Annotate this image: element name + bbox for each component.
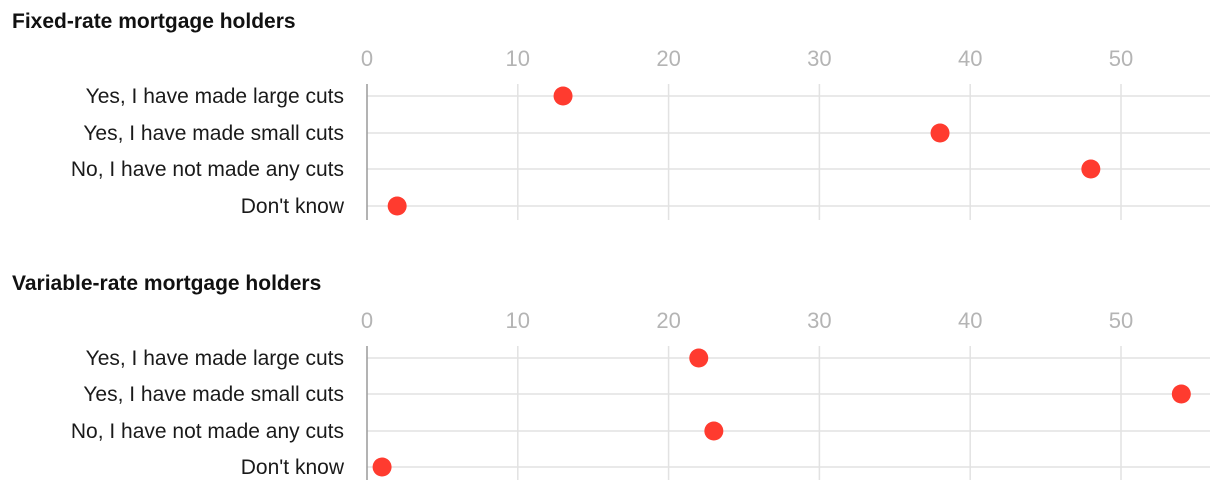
category-label: Don't know bbox=[241, 456, 345, 479]
category-label: Don't know bbox=[241, 195, 345, 218]
chart-title: Variable-rate mortgage holders bbox=[12, 272, 321, 295]
x-tick-label: 30 bbox=[807, 46, 831, 71]
x-tick-label: 10 bbox=[506, 308, 530, 333]
data-point bbox=[930, 123, 950, 143]
x-tick-label: 0 bbox=[361, 308, 373, 333]
data-point bbox=[372, 457, 392, 477]
data-point bbox=[387, 196, 407, 216]
x-tick-label: 0 bbox=[361, 46, 373, 71]
x-tick-label: 40 bbox=[958, 46, 982, 71]
data-point bbox=[704, 421, 724, 441]
x-tick-label: 30 bbox=[807, 308, 831, 333]
category-label: Yes, I have made small cuts bbox=[83, 383, 344, 406]
category-label: Yes, I have made large cuts bbox=[86, 85, 344, 108]
x-tick-label: 20 bbox=[656, 46, 680, 71]
x-tick-label: 40 bbox=[958, 308, 982, 333]
chart-title: Fixed-rate mortgage holders bbox=[12, 10, 296, 33]
x-tick-label: 50 bbox=[1109, 308, 1133, 333]
x-tick-label: 20 bbox=[656, 308, 680, 333]
data-point bbox=[689, 348, 709, 368]
category-label: No, I have not made any cuts bbox=[71, 420, 344, 443]
x-tick-label: 10 bbox=[506, 46, 530, 71]
category-label: Yes, I have made large cuts bbox=[86, 347, 344, 370]
data-point bbox=[553, 86, 573, 106]
category-label: Yes, I have made small cuts bbox=[83, 122, 344, 145]
category-label: No, I have not made any cuts bbox=[71, 158, 344, 181]
data-point bbox=[1081, 159, 1101, 179]
data-point bbox=[1171, 384, 1191, 404]
x-tick-label: 50 bbox=[1109, 46, 1133, 71]
